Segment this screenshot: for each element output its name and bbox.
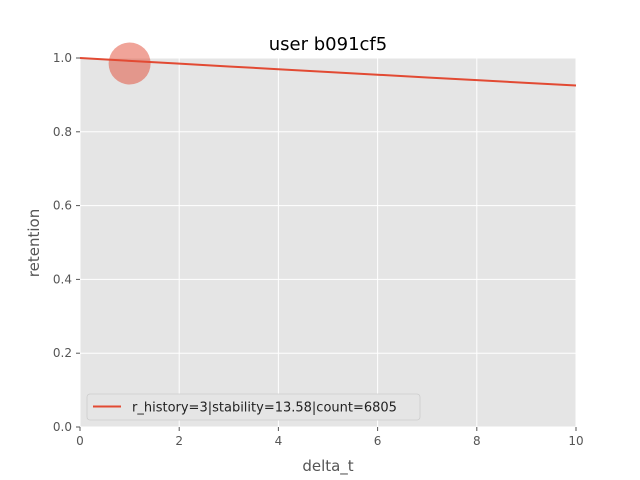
y-tick-label: 1.0 <box>53 51 72 65</box>
scatter-point <box>108 42 151 85</box>
x-axis-label: delta_t <box>302 457 353 476</box>
legend-entry-label: r_history=3|stability=13.58|count=6805 <box>132 401 397 416</box>
series-line <box>79 57 577 87</box>
plot-area <box>80 58 576 427</box>
series-lines <box>79 57 577 87</box>
x-tick-label: 10 <box>568 434 583 448</box>
grid-lines <box>79 57 577 428</box>
x-tick-label: 6 <box>374 434 382 448</box>
x-tick-label: 8 <box>473 434 481 448</box>
y-tick-label: 0.2 <box>53 346 72 360</box>
y-tick-label: 0.4 <box>53 272 72 286</box>
y-tick-label: 0.0 <box>53 420 72 434</box>
x-tick-label: 0 <box>76 434 84 448</box>
x-axis-ticks: 0 2 4 6 8 10 <box>76 427 584 448</box>
y-tick-label: 0.6 <box>53 199 72 213</box>
y-tick-label: 0.8 <box>53 125 72 139</box>
x-tick-label: 2 <box>175 434 183 448</box>
y-axis-ticks: 0.0 0.2 0.4 0.6 0.8 1.0 <box>53 51 80 434</box>
x-tick-label: 4 <box>275 434 283 448</box>
chart-title: user b091cf5 <box>269 34 387 55</box>
legend-box <box>86 393 421 421</box>
y-axis-label: retention <box>25 209 43 277</box>
scatter-points <box>108 42 151 85</box>
legend: r_history=3|stability=13.58|count=6805 <box>86 393 421 421</box>
